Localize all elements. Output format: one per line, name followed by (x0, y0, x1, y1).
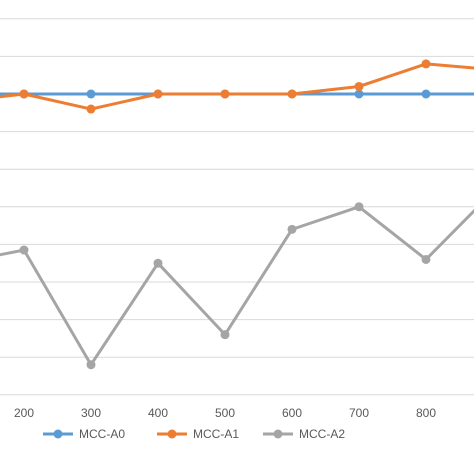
x-tick-label: 600 (282, 406, 302, 420)
series-mcc-a2 (0, 202, 474, 370)
series-line-mcc-a2 (0, 205, 474, 367)
legend-swatch-marker (53, 429, 63, 439)
data-point-mcc-a0 (421, 89, 431, 99)
data-point-mcc-a1 (19, 89, 29, 99)
legend-item-mcc-a2: MCC-A2 (263, 427, 345, 441)
data-point-mcc-a2 (19, 245, 29, 255)
x-axis-ticks: 200 300 400 500 600 700 800 (14, 406, 436, 420)
data-point-mcc-a2 (86, 360, 96, 370)
data-point-mcc-a1 (421, 59, 431, 69)
data-point-mcc-a1 (86, 104, 96, 114)
legend-label: MCC-A1 (193, 427, 239, 441)
series-mcc-a1 (0, 59, 474, 114)
legend-item-mcc-a0: MCC-A0 (43, 427, 125, 441)
series-lines (0, 59, 474, 370)
legend-item-mcc-a1: MCC-A1 (157, 427, 239, 441)
legend-label: MCC-A0 (79, 427, 125, 441)
data-point-mcc-a2 (421, 254, 431, 264)
x-tick-label: 400 (148, 406, 168, 420)
data-point-mcc-a2 (153, 258, 163, 268)
x-tick-label: 500 (215, 406, 235, 420)
legend-swatch-marker (273, 429, 283, 439)
data-point-mcc-a0 (354, 89, 364, 99)
data-point-mcc-a1 (354, 81, 364, 91)
data-point-mcc-a2 (220, 330, 230, 340)
legend: MCC-A0 MCC-A1 MCC-A2 (43, 427, 345, 441)
data-point-mcc-a2 (354, 202, 364, 212)
series-line-mcc-a1 (0, 62, 474, 111)
x-tick-label: 200 (14, 406, 34, 420)
data-point-mcc-a0 (86, 89, 96, 99)
x-tick-label: 700 (349, 406, 369, 420)
legend-swatch-marker (167, 429, 177, 439)
data-point-mcc-a1 (153, 89, 163, 99)
gridlines (0, 18, 474, 396)
data-point-mcc-a1 (287, 89, 297, 99)
data-point-mcc-a1 (220, 89, 230, 99)
x-tick-label: 300 (81, 406, 101, 420)
legend-label: MCC-A2 (299, 427, 345, 441)
x-tick-label: 800 (416, 406, 436, 420)
data-point-mcc-a2 (287, 224, 297, 234)
